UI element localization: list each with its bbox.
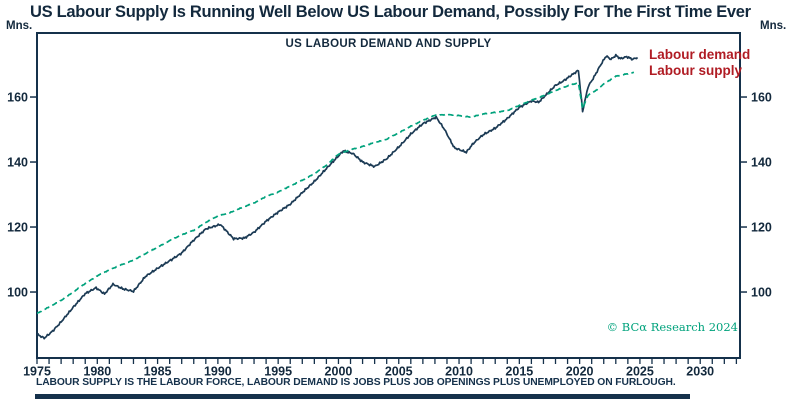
y-tick-label-right: 140 (751, 156, 772, 170)
legend-label-demand: Labour demand (649, 47, 751, 62)
y-axis-unit-left: Mns. (6, 20, 33, 32)
y-tick-label-right: 120 (751, 221, 772, 235)
x-tick-label: 1980 (83, 365, 111, 379)
x-tick-label: 2010 (445, 365, 473, 379)
y-tick-label-left: 140 (7, 156, 28, 170)
legend: Labour demand Labour supply (649, 47, 750, 79)
chart-footnote: LABOUR SUPPLY IS THE LABOUR FORCE, LABOU… (36, 377, 676, 388)
chart-title: US LABOUR DEMAND AND SUPPLY (285, 38, 492, 50)
series-line-supply (37, 71, 635, 315)
y-tick-label-left: 160 (7, 91, 28, 105)
x-tick-label: 1990 (204, 365, 232, 379)
series-line-demand (37, 53, 639, 340)
copyright-note: © BCα Research 2024 (606, 320, 738, 334)
plot-border (36, 32, 741, 359)
x-tick-label: 1985 (144, 365, 172, 379)
x-tick-label: 1975 (23, 365, 51, 379)
x-tick-label: 2000 (325, 365, 353, 379)
x-tick-label: 1995 (264, 365, 292, 379)
legend-label-supply: Labour supply (649, 63, 743, 78)
y-tick-label-right: 100 (751, 286, 772, 300)
y-tick-label-left: 100 (7, 286, 28, 300)
x-tick-label: 2005 (385, 365, 413, 379)
x-tick-label: 2020 (566, 365, 594, 379)
y-axis-unit-right: Mns. (760, 20, 787, 32)
x-tick-label: 2025 (626, 365, 654, 379)
y-tick-label-right: 160 (751, 91, 772, 105)
bottom-rule (35, 394, 690, 399)
x-tick-label: 2015 (505, 365, 533, 379)
page-title: US Labour Supply Is Running Well Below U… (30, 3, 751, 21)
y-tick-label-left: 120 (7, 221, 28, 235)
x-tick-label: 2030 (686, 365, 714, 379)
